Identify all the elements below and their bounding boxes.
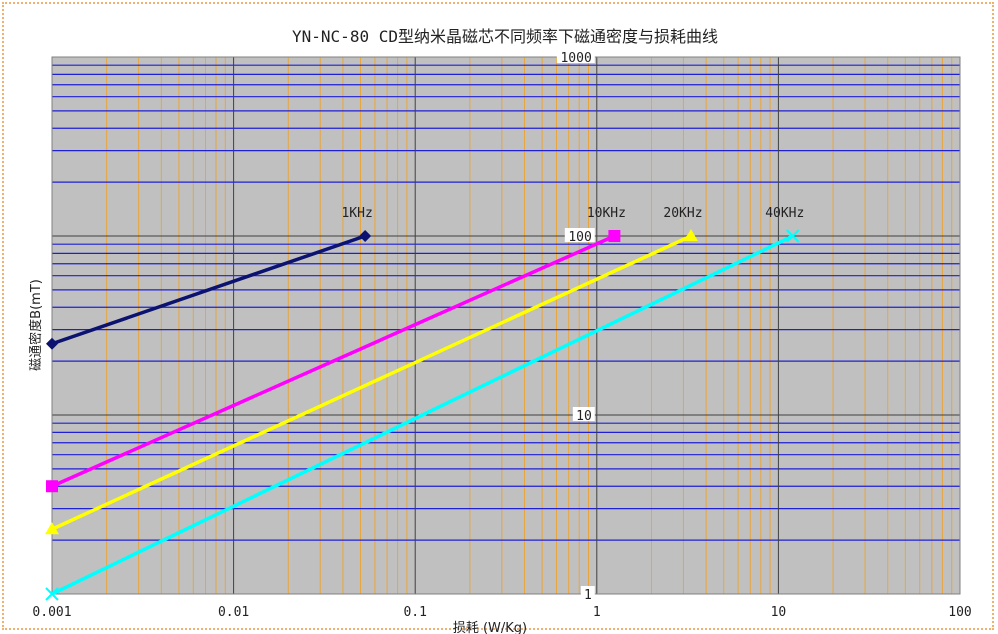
series-10KHz: 10KHz — [46, 206, 626, 493]
plot-area — [52, 57, 960, 594]
series-label: 10KHz — [587, 206, 626, 221]
y-tick-label-backing — [572, 407, 595, 421]
series-marker-triangle — [45, 522, 59, 535]
x-tick-label: 0.01 — [218, 605, 249, 620]
series-1KHz: 1KHz — [46, 206, 373, 350]
series-line — [51, 234, 616, 488]
y-tick-label: 100 — [568, 230, 591, 245]
series-label: 40KHz — [765, 206, 804, 221]
x-tick-label: 0.001 — [32, 605, 71, 620]
series-40KHz: 40KHz — [45, 206, 804, 601]
x-axis-title: 损耗 (W/Kg) — [453, 621, 527, 634]
series-marker-diamond — [46, 337, 58, 350]
series-marker-diamond — [359, 230, 372, 242]
x-tick-label: 1 — [593, 605, 601, 620]
y-tick-label: 1 — [584, 588, 592, 603]
series-line — [51, 234, 692, 531]
series-marker-x — [45, 587, 59, 601]
series-label: 1KHz — [341, 206, 372, 221]
series-20KHz: 20KHz — [45, 206, 703, 535]
series-marker-square — [46, 480, 58, 493]
y-tick-label: 1000 — [560, 51, 591, 66]
y-tick-label-backing — [556, 49, 595, 63]
tick-labels: 0.001 0.01 0.1 1 10 100 1 10 100 1000 — [32, 49, 972, 620]
y-tick-label-backing — [564, 228, 595, 242]
x-tick-label: 0.1 — [403, 605, 426, 620]
y-tick-label-backing — [580, 586, 595, 600]
y-axis-title: 磁通密度B(mT) — [28, 279, 44, 371]
series-line — [51, 234, 794, 596]
x-tick-label: 100 — [948, 605, 971, 620]
series-marker-x — [786, 229, 800, 243]
x-tick-label: 10 — [771, 605, 787, 620]
chart-title: YN-NC-80 CD型纳米晶磁芯不同频率下磁通密度与损耗曲线 — [292, 27, 718, 46]
series-marker-square — [608, 230, 621, 242]
series-marker-triangle — [683, 229, 698, 241]
series-layer: 1KHz 10KHz 20KHz 40KHz — [45, 206, 804, 601]
plot-background — [52, 57, 960, 594]
series-line — [51, 234, 366, 346]
plot-border — [51, 56, 961, 595]
y-tick-label: 10 — [576, 409, 592, 424]
series-label: 20KHz — [663, 206, 702, 221]
